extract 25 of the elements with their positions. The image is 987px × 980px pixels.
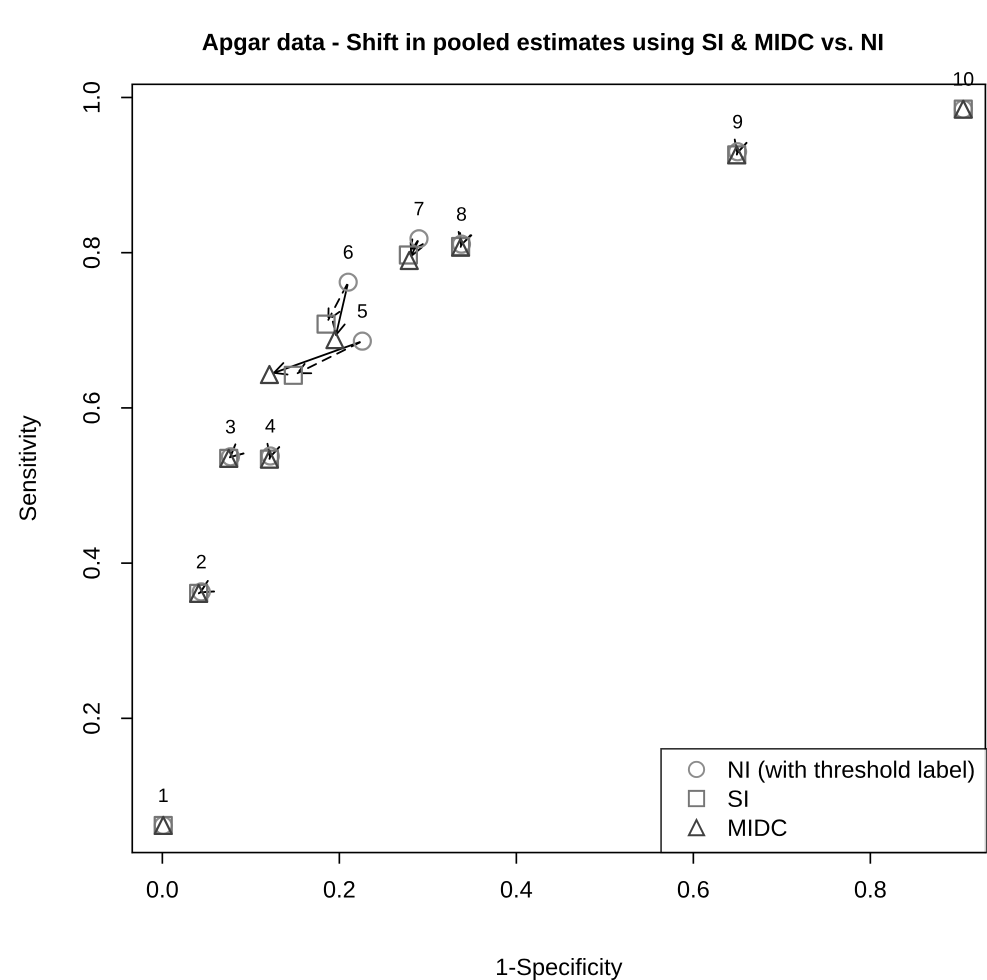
- x-tick-label: 0.6: [678, 881, 709, 898]
- x-tick-label: 0.0: [146, 881, 178, 898]
- y-tick-label: 0.6: [83, 392, 100, 424]
- annotation: 6: [344, 245, 353, 259]
- x-axis-title: 1-Specificity: [496, 958, 622, 980]
- annotation: 1: [159, 788, 168, 802]
- annotation: 7: [414, 202, 424, 216]
- chart-title: Apgar data - Shift in pooled estimates using SI & MIDC vs. NI: [202, 33, 882, 56]
- y-tick-label: 0.2: [83, 703, 100, 734]
- annotation: 9: [733, 114, 742, 129]
- annotation: 8: [456, 207, 466, 221]
- y-tick-label: 1.0: [83, 82, 100, 112]
- x-tick-label: 0.2: [324, 881, 355, 898]
- annotation: 2: [196, 554, 206, 568]
- legend-label: NI (with threshold label): [729, 760, 974, 783]
- y-axis-title: Sensitivity: [18, 415, 41, 521]
- legend-label: SI: [728, 790, 748, 808]
- annotation: 3: [226, 420, 236, 434]
- x-tick-label: 0.8: [854, 881, 886, 898]
- x-tick-label: 0.4: [500, 881, 532, 898]
- legend-label: MIDC: [729, 819, 787, 836]
- annotation: 5: [358, 304, 367, 318]
- annotation: 4: [265, 419, 276, 433]
- y-tick-label: 0.4: [83, 547, 100, 579]
- y-tick-label: 0.8: [83, 237, 100, 268]
